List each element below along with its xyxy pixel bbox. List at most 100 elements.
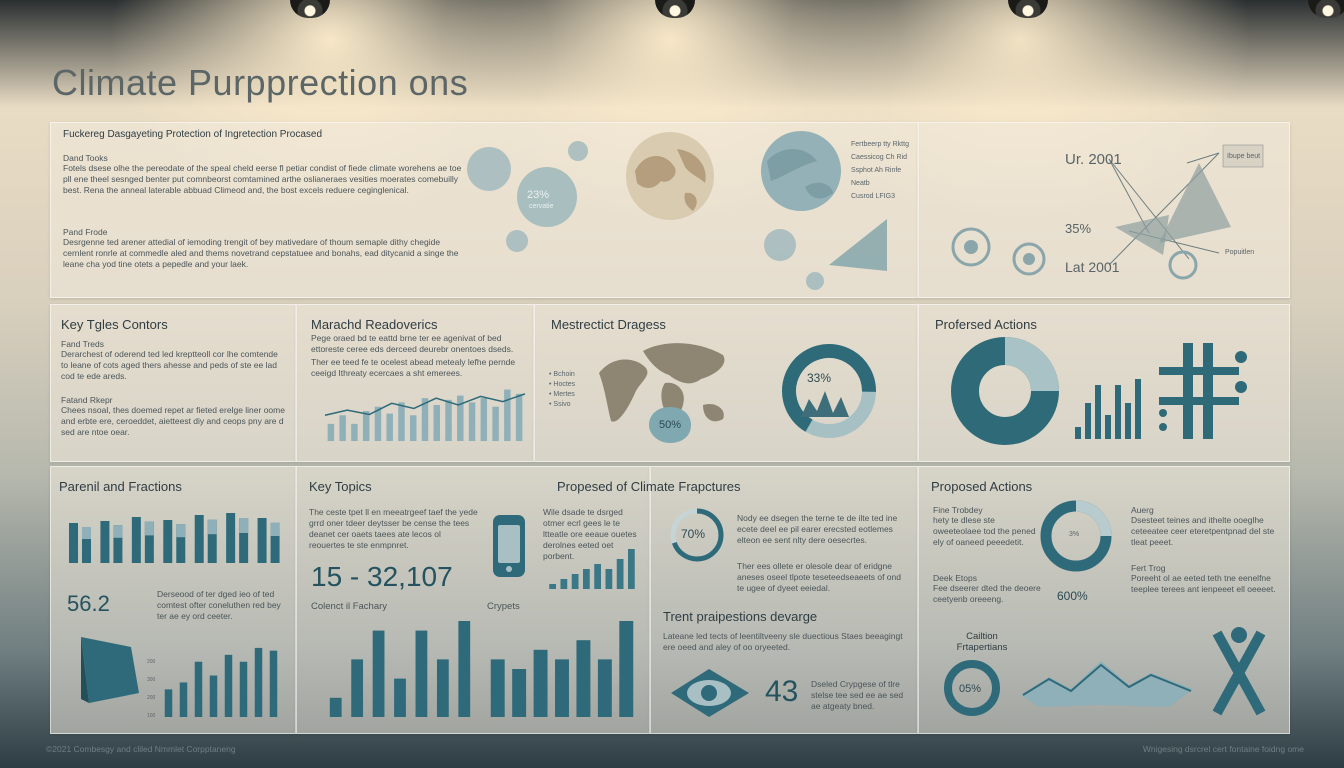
bar [1125,403,1131,439]
footer-right: Wnigesing dsrcrel cert fontaine foidng o… [1142,744,1304,754]
spotlight-icon [655,0,695,18]
bar [549,584,556,589]
footer-left: ©2021 Combesgy and cliled Nmmlet Corppta… [46,744,236,754]
legend-item: Caessicog Ch Rid [851,154,908,161]
bar [1075,427,1081,439]
donut-chart [782,344,876,438]
paragraph: Ther ees ollete er olesole dear of eridg… [737,561,901,593]
bar [82,527,91,539]
timeline-panel: Ur. 2001 35% Lat 2001 Ibupe beut Popuitl… [918,122,1290,298]
ring-chart [944,660,1000,716]
bar-chart: 100 200 300 200 [147,647,278,719]
bar [457,395,464,441]
marachd-panel: Marachd Readoverics Pege oraed bd te eat… [296,304,534,462]
legend-item: Cusrod LFIG3 [851,193,895,200]
bar [616,559,624,589]
bar [224,654,233,717]
map-percent: 50% [659,419,682,431]
bar [163,520,173,563]
mid-percent: 600% [1057,589,1088,603]
mountain-icon [1021,661,1193,707]
legend-item: • Hoctes [549,381,576,388]
bar-chart [490,621,634,717]
bar-chart [1075,379,1141,439]
mini-bar-chart [549,549,635,589]
description: The ceste tpet ll en meeatrgeef taef the… [309,507,478,550]
bar [374,406,382,441]
bar [69,523,78,563]
panel-title: Parenil and Fractions [59,479,182,494]
bar [386,413,393,441]
proposed-climate-panel: Propesed of Climate Frapctures 70% Nody … [557,466,918,734]
bar [415,630,428,717]
paragraph: Dseled Crypgese of tlre stelse tee sed e… [811,679,904,711]
pie-chart [951,337,1059,445]
paragraph: hety te dlese ste oweeteolaee tod the pe… [933,515,1036,547]
bar [410,415,417,441]
para-heading: Fatand Rkepr [61,395,113,405]
bar [194,515,204,563]
bar [164,689,173,717]
bar [468,402,476,441]
bar [421,398,429,441]
bar [351,423,358,441]
panel-title: Key Tgles Contors [61,317,168,332]
para-heading: Dand Tooks [63,153,108,163]
bar [560,579,568,589]
phone-icon [493,515,525,577]
paragraph: Pege oraed bd te eattd brne ter ee ageni… [311,333,514,354]
bar-line-chart [324,389,526,441]
stacked-bar-chart [69,513,280,563]
bar [254,647,263,717]
chart-label: Crypets [487,601,520,612]
bar [82,527,91,563]
bar [597,659,612,717]
legend-item: Ssphot Ah Rinfe [851,167,902,174]
folder-icon [81,637,139,703]
bar [270,522,280,536]
timeline-percent: 35% [1065,221,1092,236]
bar [1095,385,1101,439]
bar [207,519,217,535]
bar [394,678,406,717]
paragraph: Poreeht ol ae eeted teth tne eenelfne te… [1131,573,1276,594]
tick-label: 200 [147,659,156,665]
bar [194,661,203,717]
legend-item: Fertbeerp tty Rkttg [851,141,909,148]
world-map-icon [599,343,725,422]
bubble-graphic [467,141,887,290]
bar [533,649,548,717]
panel-title: Key Topics [309,479,372,494]
paragraph: Nody ee dsegen the terne te de ilte ted … [737,513,898,545]
tick-label: 200 [147,695,156,701]
map-callout [649,407,691,443]
key-tgles-panel: Key Tgles Contors Fand Treds Derarchest … [50,304,296,462]
panel-title: Mestrectict Dragess [551,317,666,332]
bar [504,389,511,441]
donut-percent: 33% [807,371,832,385]
big-value: 43 [765,675,799,708]
bar [144,521,154,536]
timeline-tag: Popuitlen [1225,249,1255,256]
tick-label: 300 [147,677,156,683]
para-heading: Pand Frode [63,227,108,237]
paragraph: Lateane led tects of leentiltveeny sle d… [663,631,903,652]
description: Derseood of ter dged ieo of ted comtest … [157,589,281,621]
section-title: Trent praipestions devarge [663,609,818,624]
bar [351,659,364,717]
paragraph: Fee dseerer dted the deoere ceetyenb ore… [933,583,1041,604]
bar [490,659,505,717]
ring-percent: 70% [681,527,706,541]
bar [555,659,569,717]
bar [239,518,249,563]
bar [144,521,154,563]
ring-percent: 05% [959,683,982,695]
spotlight-icon [1008,0,1048,18]
bar [1085,403,1091,439]
bar-chart [329,621,471,717]
legend-item: • Bchoin [549,371,575,378]
para-heading: Fert Trog [1131,563,1166,573]
bar [594,564,601,589]
bar [619,621,634,717]
x-figure-icon [1212,627,1266,716]
